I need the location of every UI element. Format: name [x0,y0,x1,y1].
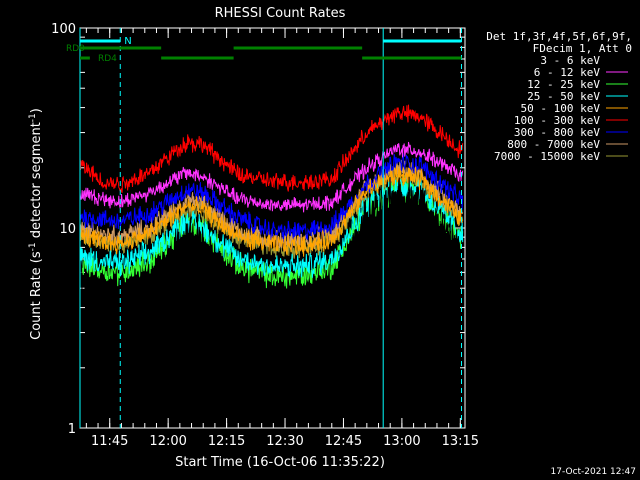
x-tick-label: 13:00 [383,434,420,449]
y-axis-label: Count Rate (s-1 detector segment-1) [28,108,44,340]
y-tick-label: 10 [59,222,76,237]
x-tick-label: 12:00 [149,434,186,449]
legend: Det 1f,3f,4f,5f,6f,9f, FDecim 1, Att 0 3… [486,30,632,163]
legend-header-line-1: Det 1f,3f,4f,5f,6f,9f, [486,30,632,43]
footer-date: 17-Oct-2021 12:47 [551,467,636,477]
legend-item-label: 3 - 6 keV [540,54,600,67]
legend-item-label: 100 - 300 keV [514,114,600,127]
y-axis-label-superscript-2: -1 [28,113,38,122]
legend-item-label: 7000 - 15000 keV [494,150,600,163]
y-axis-label-superscript: -1 [28,242,38,251]
legend-item-label: 50 - 100 keV [521,102,601,115]
y-axis-label-end: ) [29,108,44,113]
legend-item-label: 300 - 800 keV [514,126,600,139]
y-tick-label: 1 [68,422,76,437]
series-line [79,104,464,193]
state-bars: N RD0 RD4 [66,36,462,64]
chart-title: RHESSI Count Rates [215,6,346,21]
y-axis-label-main: Count Rate (s [29,251,44,340]
y-axis-label-middle: detector segment [29,122,44,242]
attenuator-vertical-lines [79,28,462,428]
legend-item-label: 25 - 50 keV [527,90,600,103]
series-line [79,141,464,213]
x-tick-label: 12:30 [266,434,303,449]
x-axis-label: Start Time (16-Oct-06 11:35:22) [175,455,385,470]
y-tick-label: 100 [51,22,76,37]
x-tick-label: 13:15 [442,434,479,449]
series-lines [79,104,464,360]
series-line [79,165,464,257]
legend-header-line-2: FDecim 1, Att 0 [533,42,632,55]
legend-item-label: 6 - 12 keV [534,66,601,79]
x-tick-label: 11:45 [91,434,128,449]
attenuator-label: N [124,36,131,47]
x-axis-ticks: 11:45 12:00 12:15 12:30 12:45 13:00 13:15 [85,28,479,449]
state-bar-label-rd4: RD4 [98,54,117,64]
x-tick-label: 12:45 [325,434,362,449]
legend-item-label: 800 - 7000 keV [507,138,600,151]
x-tick-label: 12:15 [208,434,245,449]
series-line [79,176,464,360]
y-axis-ticks: 1 10 100 [51,22,465,437]
series-line [79,153,464,243]
state-bar-label-rd0: RD0 [66,44,85,54]
legend-item-label: 12 - 25 keV [527,78,600,91]
